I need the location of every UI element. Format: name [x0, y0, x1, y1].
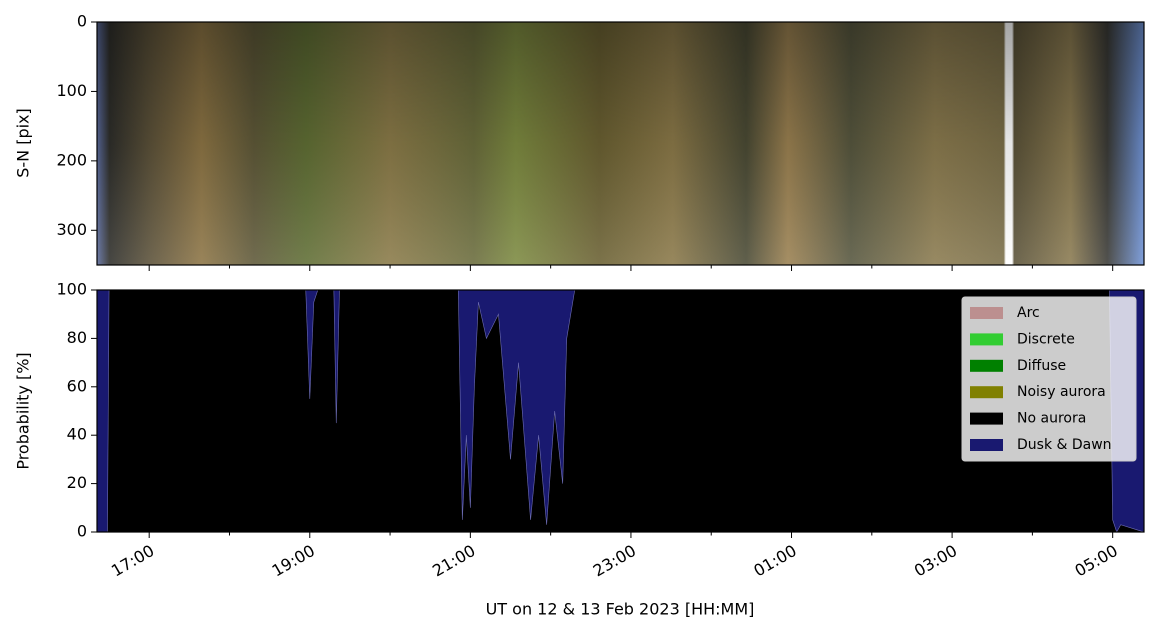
- y-tick-label: 20: [67, 473, 87, 492]
- x-tick-label: 01:00: [750, 541, 799, 581]
- y-tick-label: 0: [77, 12, 87, 31]
- area: [97, 290, 1144, 532]
- axes-frame: [96, 21, 1145, 266]
- x-tick-label: 05:00: [1072, 541, 1121, 581]
- keogram-panel: S-N [pix]: [14, 22, 1144, 265]
- y-tick-label: 100: [56, 81, 87, 100]
- x-tick-label: 19:00: [269, 541, 318, 581]
- legend-swatch: [970, 412, 1003, 425]
- x-tick-label: 03:00: [911, 541, 960, 581]
- legend-box: [961, 296, 1137, 462]
- keogram-shade: [97, 22, 1144, 265]
- y-tick-label: 80: [67, 328, 87, 347]
- y-tick-label: 100: [56, 280, 87, 299]
- x-tick-label: 21:00: [429, 541, 478, 581]
- probability-panel: Probability [%] UT on 12 & 13 Feb 2023 […: [14, 352, 755, 618]
- y-axis-label: S-N [pix]: [14, 108, 33, 178]
- y-axis-label: Probability [%]: [14, 352, 33, 469]
- y-tick-label: 40: [67, 425, 87, 444]
- legend-swatch: [970, 359, 1003, 372]
- legend-label: Diffuse: [1017, 358, 1066, 374]
- legend-swatch: [970, 307, 1003, 319]
- y-tick-label: 300: [56, 220, 87, 239]
- legend-swatch: [970, 386, 1003, 399]
- x-tick-label: 23:00: [590, 541, 639, 581]
- x-tick-label: 17:00: [108, 541, 157, 581]
- legend-swatch: [970, 333, 1003, 346]
- legend-label: No aurora: [1017, 411, 1086, 427]
- y-tick-label: 60: [67, 376, 87, 395]
- legend: Arc Discrete Diffuse Noisy aurora No aurora D…: [961, 296, 1137, 462]
- axes-frame: [96, 289, 1145, 533]
- legend-label: Dusk & Dawn: [1017, 437, 1112, 453]
- legend-label: Arc: [1017, 305, 1040, 321]
- legend-label: Discrete: [1017, 331, 1075, 347]
- x-axis-label: UT on 12 & 13 Feb 2023 [HH:MM]: [486, 600, 755, 619]
- legend-swatch: [970, 439, 1003, 451]
- legend-label: Noisy aurora: [1017, 384, 1106, 400]
- y-tick-label: 200: [56, 150, 87, 169]
- y-tick-label: 0: [77, 522, 87, 541]
